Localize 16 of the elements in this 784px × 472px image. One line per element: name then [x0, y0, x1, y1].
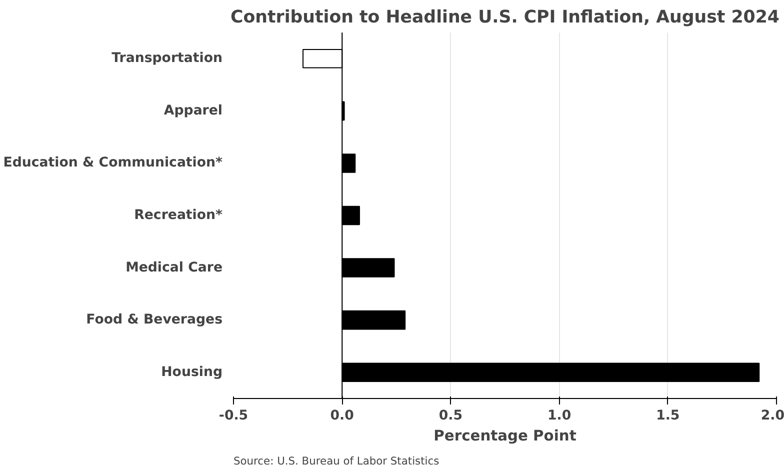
x-tick-label: 1.0 [547, 408, 572, 424]
y-tick-label: Apparel [164, 103, 223, 118]
chart-title: Contribution to Headline U.S. CPI Inflation, August 2024 [230, 8, 780, 28]
x-tick-label: 1.5 [656, 408, 680, 424]
y-tick-label: Food & Beverages [86, 312, 223, 328]
y-tick-label: Education & Communication* [3, 156, 223, 171]
x-axis-title: Percentage Point [434, 428, 576, 444]
x-tick-label: 0.5 [438, 408, 463, 424]
x-tick-label: 0.0 [330, 408, 354, 424]
source-note: Source: U.S. Bureau of Labor Statistics [234, 454, 440, 468]
x-tick-label: -0.5 [218, 408, 248, 424]
y-tick-label: Transportation [112, 51, 223, 66]
y-tick-label: Recreation* [134, 208, 223, 223]
y-tick-label: Housing [161, 364, 223, 380]
x-tick-label: 2.0 [760, 408, 784, 424]
y-tick-label: Medical Care [126, 260, 223, 276]
